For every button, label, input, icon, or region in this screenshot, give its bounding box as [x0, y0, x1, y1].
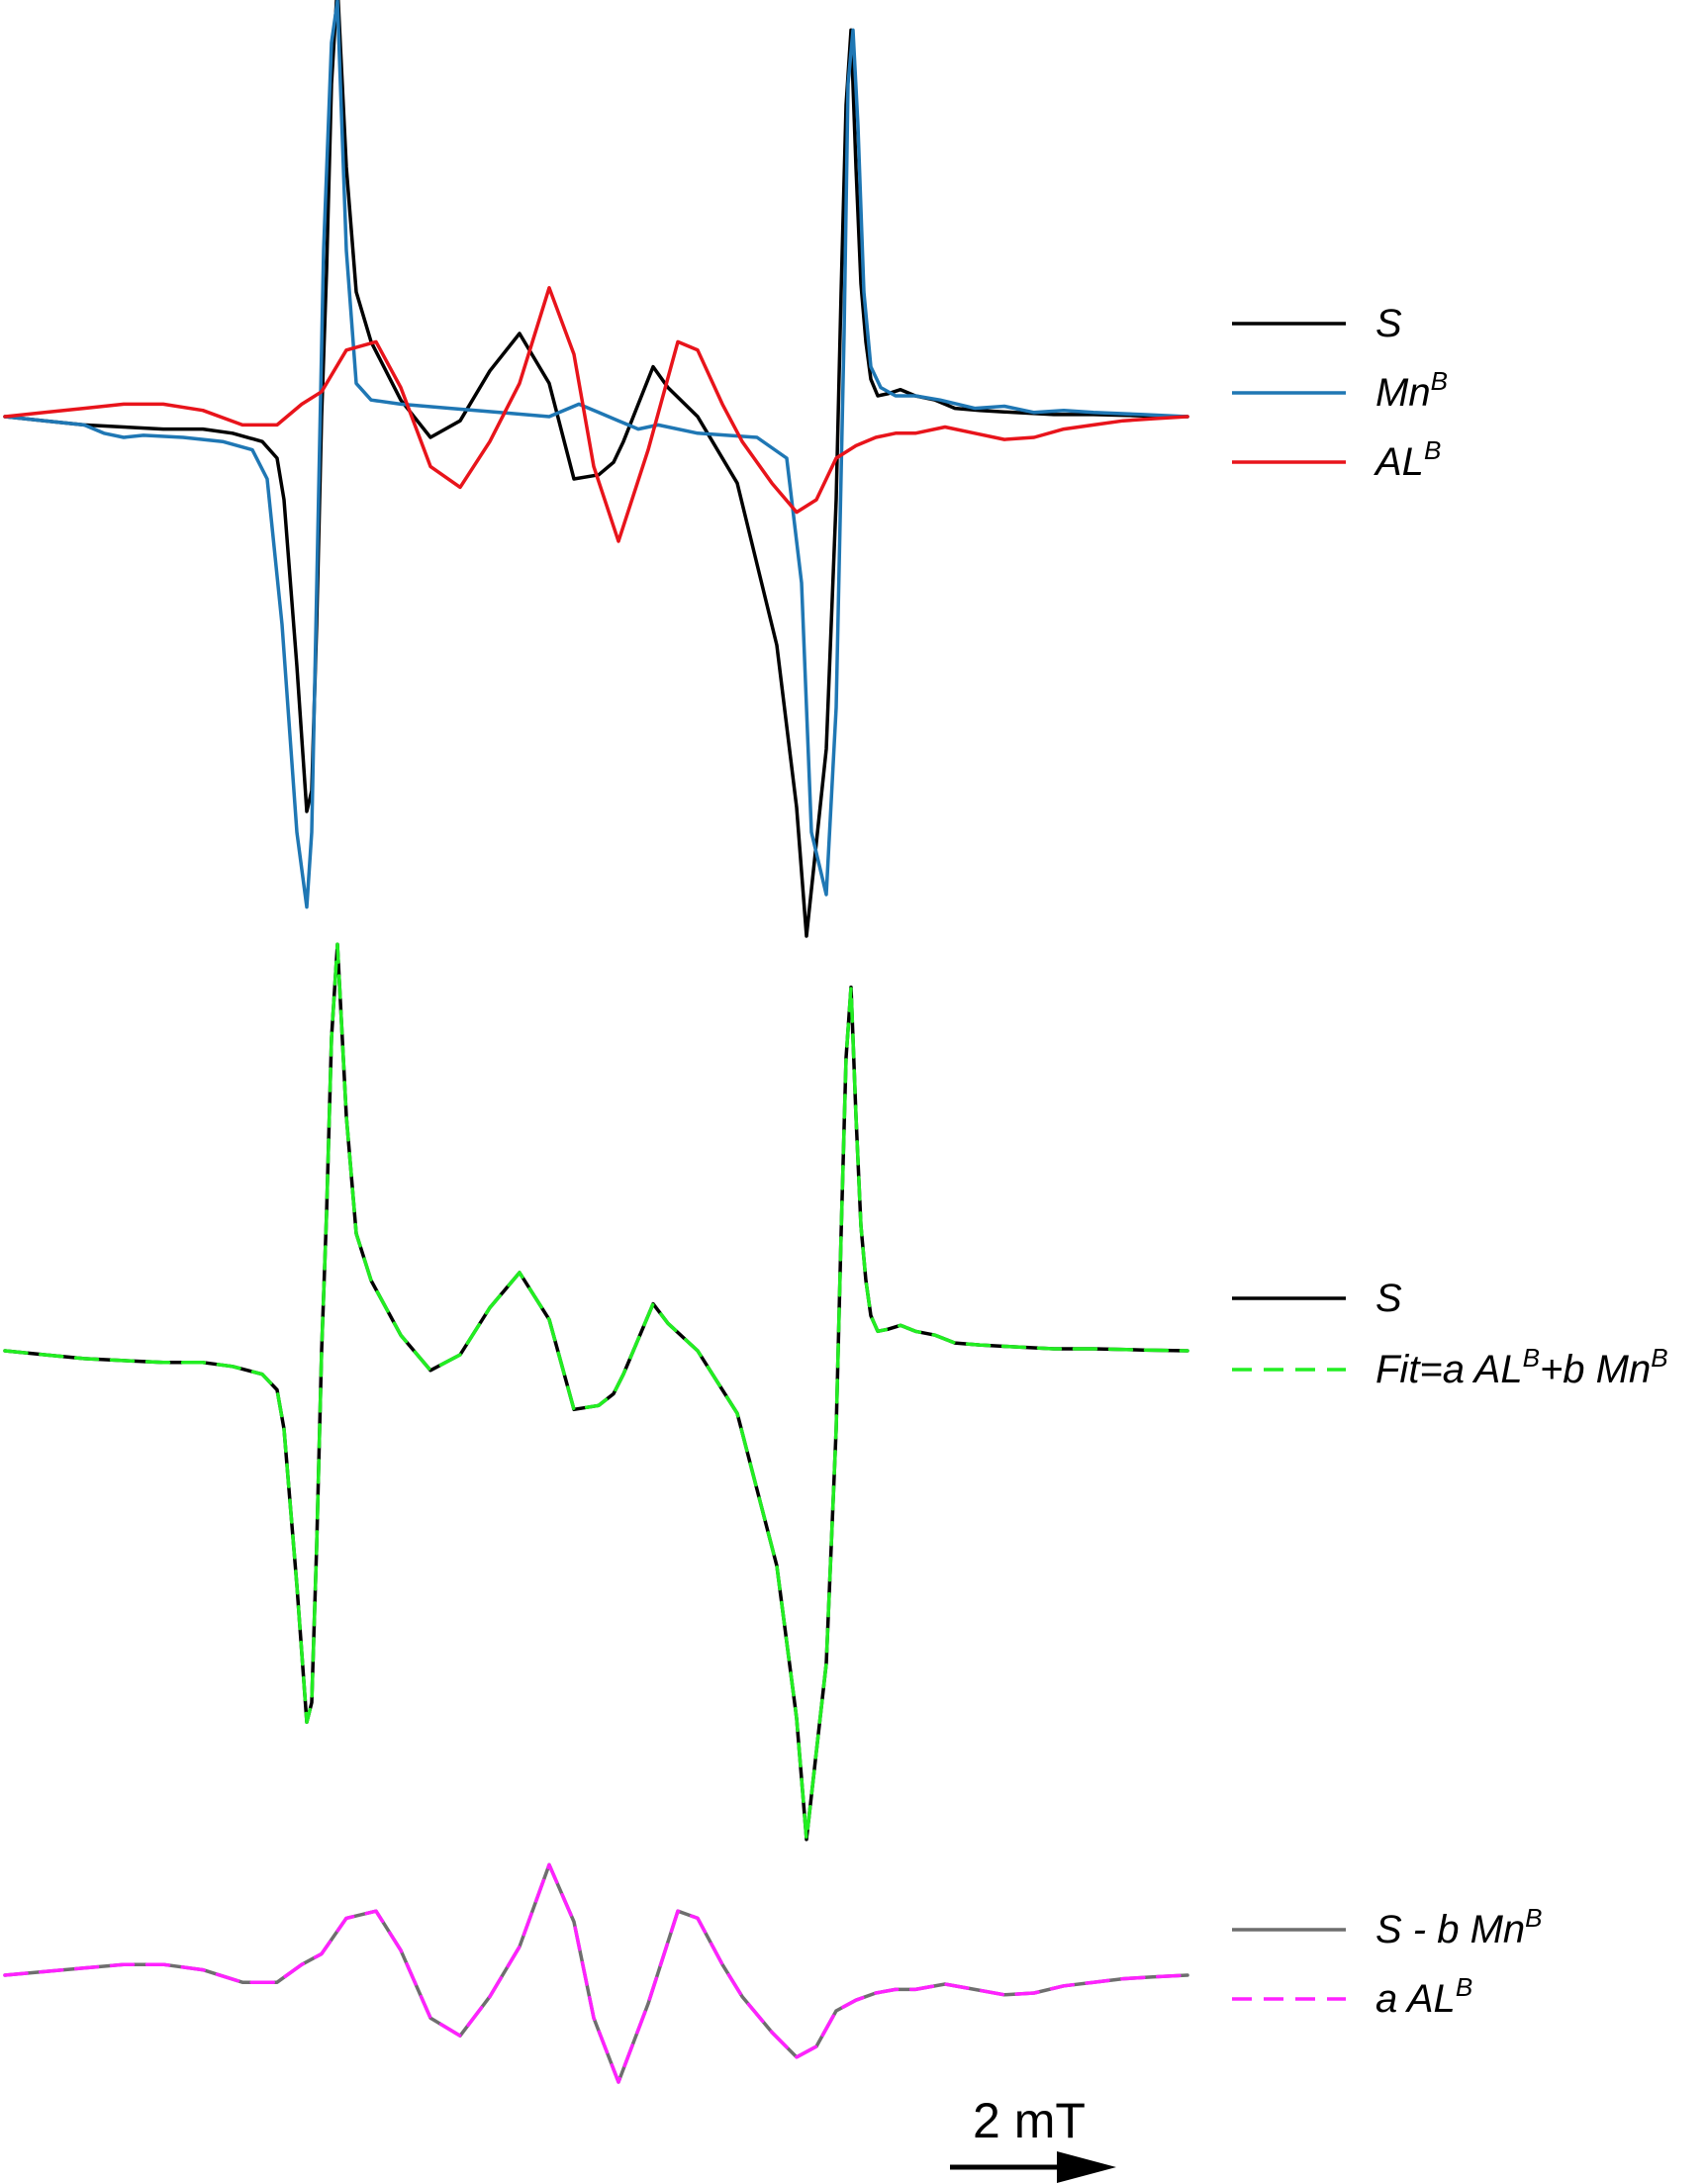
field-direction-arrowhead — [1057, 2151, 1116, 2183]
legend-label: S — [1375, 302, 1402, 345]
series-line-top-0 — [3, 0, 1189, 938]
legend-entry-top-0: S — [1232, 302, 1402, 345]
legend-entry-middle-0: S — [1232, 1277, 1402, 1320]
panel-middle — [3, 942, 1189, 1842]
panel-bottom — [3, 1862, 1189, 2084]
series-line-middle-0 — [3, 942, 1189, 1842]
series-line-top-2 — [3, 286, 1189, 543]
legend-entry-middle-1: Fit=a ALB+b MnB — [1232, 1343, 1668, 1391]
legend-label: a ALB — [1375, 1972, 1472, 2021]
legend-entry-bottom-1: a ALB — [1232, 1972, 1472, 2021]
series-line-bottom-1 — [3, 1862, 1189, 2084]
series-line-top-1 — [3, 0, 1189, 909]
scale-bar: 2 mT — [950, 2093, 1116, 2183]
legend-label: MnB — [1375, 366, 1448, 415]
series-line-middle-1 — [3, 942, 1189, 1842]
legend-label: Fit=a ALB+b MnB — [1375, 1343, 1668, 1391]
legend-label: S - b MnB — [1375, 1903, 1543, 1951]
legend-entry-top-2: ALB — [1232, 435, 1441, 484]
legend-label: S — [1375, 1277, 1402, 1320]
legend-entry-top-1: MnB — [1232, 366, 1448, 415]
legend-entry-bottom-0: S - b MnB — [1232, 1903, 1543, 1951]
panel-top — [3, 0, 1189, 938]
scale-bar-label: 2 mT — [973, 2093, 1086, 2148]
series-line-bottom-0 — [3, 1862, 1189, 2084]
legend-label: ALB — [1374, 435, 1441, 484]
